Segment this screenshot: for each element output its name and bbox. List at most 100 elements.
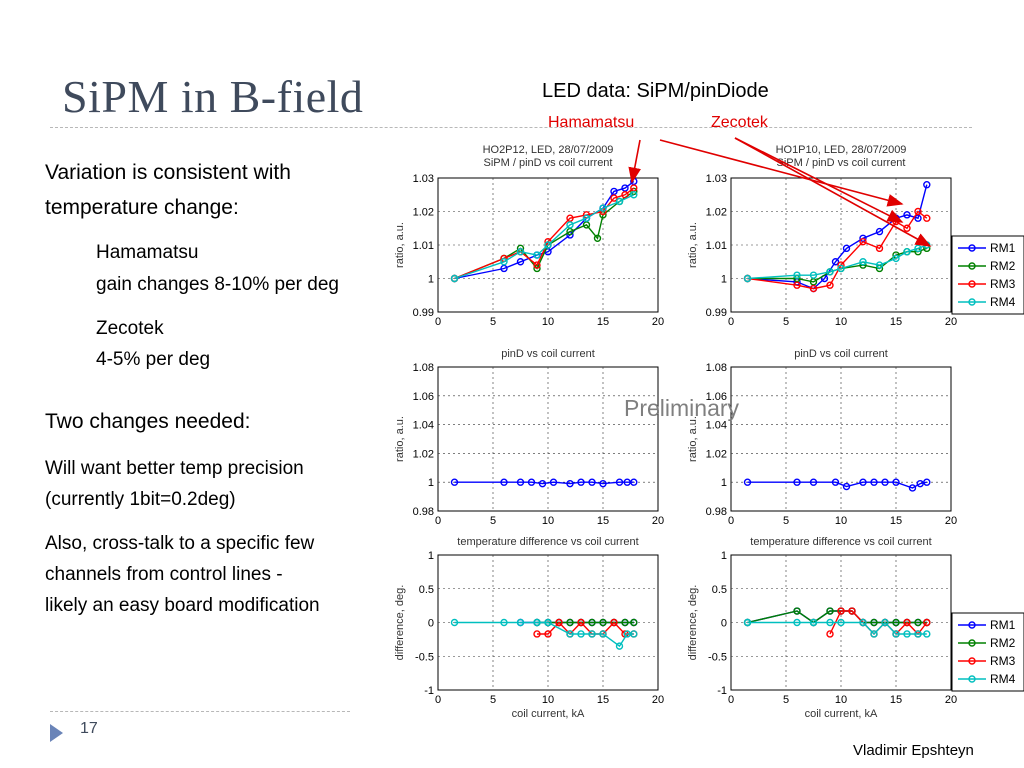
data-point-rm4 [903,630,911,638]
legend-swatch-marker [968,262,976,270]
legend-swatch-marker [968,280,976,288]
hamamatsu-callout: Hamamatsu [548,114,635,131]
data-point-rm4 [533,618,541,627]
y-tick-label: 0.98 [706,506,727,518]
data-point-rm3 [555,618,563,627]
data-point-rm4 [859,258,867,266]
y-tick-label: 1 [721,550,727,562]
x-tick-label: 0 [728,515,734,527]
legend-label: RM2 [990,259,1016,273]
legend-label: RM1 [990,618,1016,632]
data-point-rm4 [837,618,845,627]
series-line-rm3 [454,187,635,280]
data-point-rm4 [743,618,752,627]
data-point-rm3 [533,261,541,269]
data-point-rm1 [842,244,851,253]
temp-precision-line2: (currently 1bit=0.2deg) [45,489,236,510]
legend-swatch-marker [968,244,976,252]
data-point-pind [842,482,851,491]
data-point-rm3 [621,191,629,199]
author-name: Vladimir Epshteyn [853,742,974,759]
legend-label: RM4 [990,672,1016,686]
data-point-pind [566,479,574,488]
y-tick-label: 1.02 [413,207,434,219]
data-point-pind [577,478,585,486]
series-line-rm2 [454,190,635,280]
legend-label: RM2 [990,636,1016,650]
y-tick-label: -0.5 [708,651,727,663]
y-tick-label: 0 [428,618,434,630]
y-tick-label: 1 [428,274,434,286]
series-line-rm3 [747,210,928,290]
data-point-rm3 [923,618,931,627]
data-point-pind [630,478,638,486]
x-tick-label: 5 [490,694,496,706]
chart-title: pinD vs coil current [501,348,595,360]
legend-label: RM3 [990,277,1016,291]
legend-swatch-marker [968,621,976,629]
hamamatsu-arrow-to-right-plot [659,139,904,207]
x-tick-label: 20 [945,515,957,527]
footer-divider [50,711,350,712]
x-tick-label: 0 [435,694,441,706]
legend-label: RM4 [990,295,1016,309]
data-point-rm4 [566,630,574,638]
data-point-pind [892,478,900,486]
chart-title: temperature difference vs coil current [750,536,931,548]
data-point-pind [615,478,624,486]
data-point-rm4 [892,630,900,638]
data-point-rm4 [743,274,752,283]
data-point-rm2 [892,618,900,627]
data-point-rm4 [577,630,585,638]
data-point-rm3 [610,194,618,202]
data-point-pind [916,479,924,488]
data-point-pind [859,478,867,486]
x-tick-label: 0 [728,316,734,328]
x-tick-label: 10 [835,694,847,706]
data-point-rm2 [593,234,602,243]
data-point-pind [450,478,459,486]
x-tick-label: 10 [542,694,554,706]
data-point-rm4 [870,630,878,638]
y-axis-label: ratio, a.u. [687,416,699,462]
x-tick-label: 15 [597,316,609,328]
y-tick-label: 1.06 [706,391,727,403]
two-changes-heading: Two changes needed: [45,410,251,433]
x-tick-label: 0 [728,694,734,706]
y-tick-label: 0.99 [413,307,434,319]
series-line-rm4 [454,194,635,280]
data-point-pind [870,478,878,486]
x-tick-label: 15 [597,515,609,527]
y-tick-label: 1.02 [706,207,727,219]
y-tick-label: 1 [428,477,434,489]
data-point-rm4 [881,618,889,627]
y-tick-label: 1.03 [413,173,434,185]
chart-6: 0 5 10 15 20 -1 -0.5 0 0.5 1 temperature differenc… [687,536,1024,720]
series-line-rm3 [537,621,634,636]
y-tick-label: 1.03 [706,173,727,185]
data-point-rm3 [826,630,834,638]
data-point-rm4 [837,264,845,273]
zecotek-name: Zecotek [96,318,164,339]
chart-subtitle: SiPM / pinD vs coil current [777,157,906,169]
data-point-pind [516,478,525,486]
x-tick-label: 0 [435,515,441,527]
x-tick-label: 20 [652,694,664,706]
preliminary-watermark: Preliminary [624,395,740,421]
y-axis-label: ratio, a.u. [394,416,406,462]
data-point-pind [588,478,596,486]
legend-box [951,612,1024,692]
data-point-pind [500,478,508,486]
x-tick-label: 20 [652,316,664,328]
data-point-rm3 [809,284,818,293]
data-point-pind [831,478,840,486]
temp-precision-line1: Will want better temp precision [45,458,304,479]
data-point-rm2 [566,618,574,627]
x-tick-label: 20 [945,316,957,328]
data-point-pind [743,478,752,486]
data-point-rm4 [892,254,900,263]
x-tick-label: 10 [542,515,554,527]
chart-4: 0 5 10 15 20 0.98 1 1.02 1.04 1.06 1.08 pinD vs coi… [687,348,957,527]
x-tick-label: 5 [783,316,789,328]
legend-swatch-marker [968,639,976,647]
